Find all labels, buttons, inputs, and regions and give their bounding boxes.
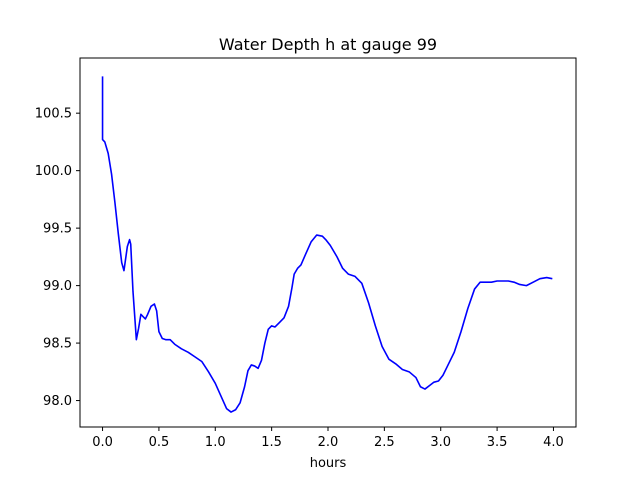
y-axis: 98.0 98.5 99.0 99.5 100.0 100.5 bbox=[35, 107, 80, 409]
x-tick-label: 0.5 bbox=[149, 435, 170, 450]
series-line-0 bbox=[101, 76, 553, 413]
x-tick-label: 2.5 bbox=[374, 435, 395, 450]
x-axis: 0.0 0.5 1.0 1.5 2.0 2.5 3.0 3.5 4.0 bbox=[92, 427, 564, 450]
x-tick-label: 3.0 bbox=[430, 435, 451, 450]
x-tick-label: 4.0 bbox=[543, 435, 564, 450]
y-tick-label: 99.5 bbox=[43, 222, 72, 237]
x-tick-label: 3.5 bbox=[487, 435, 508, 450]
y-tick-label: 99.0 bbox=[43, 279, 72, 294]
x-tick-label: 2.0 bbox=[318, 435, 339, 450]
x-tick-label: 1.5 bbox=[261, 435, 282, 450]
x-tick-label: 0.0 bbox=[92, 435, 113, 450]
y-tick-label: 98.0 bbox=[43, 394, 72, 409]
y-tick-label: 98.5 bbox=[43, 337, 72, 352]
y-tick-label: 100.5 bbox=[35, 107, 72, 122]
y-tick-label: 100.0 bbox=[35, 164, 72, 179]
chart-title: Water Depth h at gauge 99 bbox=[219, 35, 437, 54]
x-axis-label: hours bbox=[310, 456, 347, 471]
axes-frame bbox=[79, 57, 577, 428]
x-tick-label: 1.0 bbox=[205, 435, 226, 450]
plot-area bbox=[101, 76, 553, 413]
